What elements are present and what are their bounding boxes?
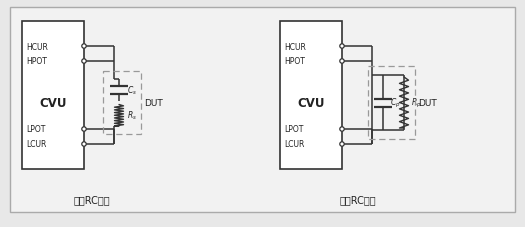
Text: $C_s$: $C_s$ [127, 84, 137, 96]
Circle shape [82, 142, 86, 147]
Text: LCUR: LCUR [26, 140, 46, 149]
Text: 串联RC配置: 串联RC配置 [74, 194, 110, 204]
Text: HPOT: HPOT [26, 57, 47, 66]
Text: $C_p$: $C_p$ [390, 96, 401, 110]
Text: $R_p$: $R_p$ [411, 96, 422, 110]
Text: LCUR: LCUR [284, 140, 304, 149]
Circle shape [340, 44, 344, 49]
Text: CVU: CVU [39, 97, 67, 110]
Circle shape [340, 59, 344, 64]
Circle shape [82, 44, 86, 49]
Text: HCUR: HCUR [284, 42, 306, 51]
Bar [10, 8, 515, 212]
Text: LPOT: LPOT [26, 125, 45, 134]
Bar [22, 22, 84, 169]
Text: HPOT: HPOT [284, 57, 305, 66]
Bar [280, 22, 342, 169]
Circle shape [340, 142, 344, 147]
Circle shape [82, 59, 86, 64]
Text: CVU: CVU [297, 97, 325, 110]
Text: DUT: DUT [418, 99, 437, 108]
Circle shape [82, 127, 86, 132]
Text: $R_s$: $R_s$ [127, 109, 137, 122]
Text: HCUR: HCUR [26, 42, 48, 51]
Text: DUT: DUT [144, 99, 163, 108]
Text: 并联RC配置: 并联RC配置 [340, 194, 376, 204]
Circle shape [340, 127, 344, 132]
Bar [368, 67, 415, 139]
Bar [103, 72, 141, 134]
Text: LPOT: LPOT [284, 125, 303, 134]
